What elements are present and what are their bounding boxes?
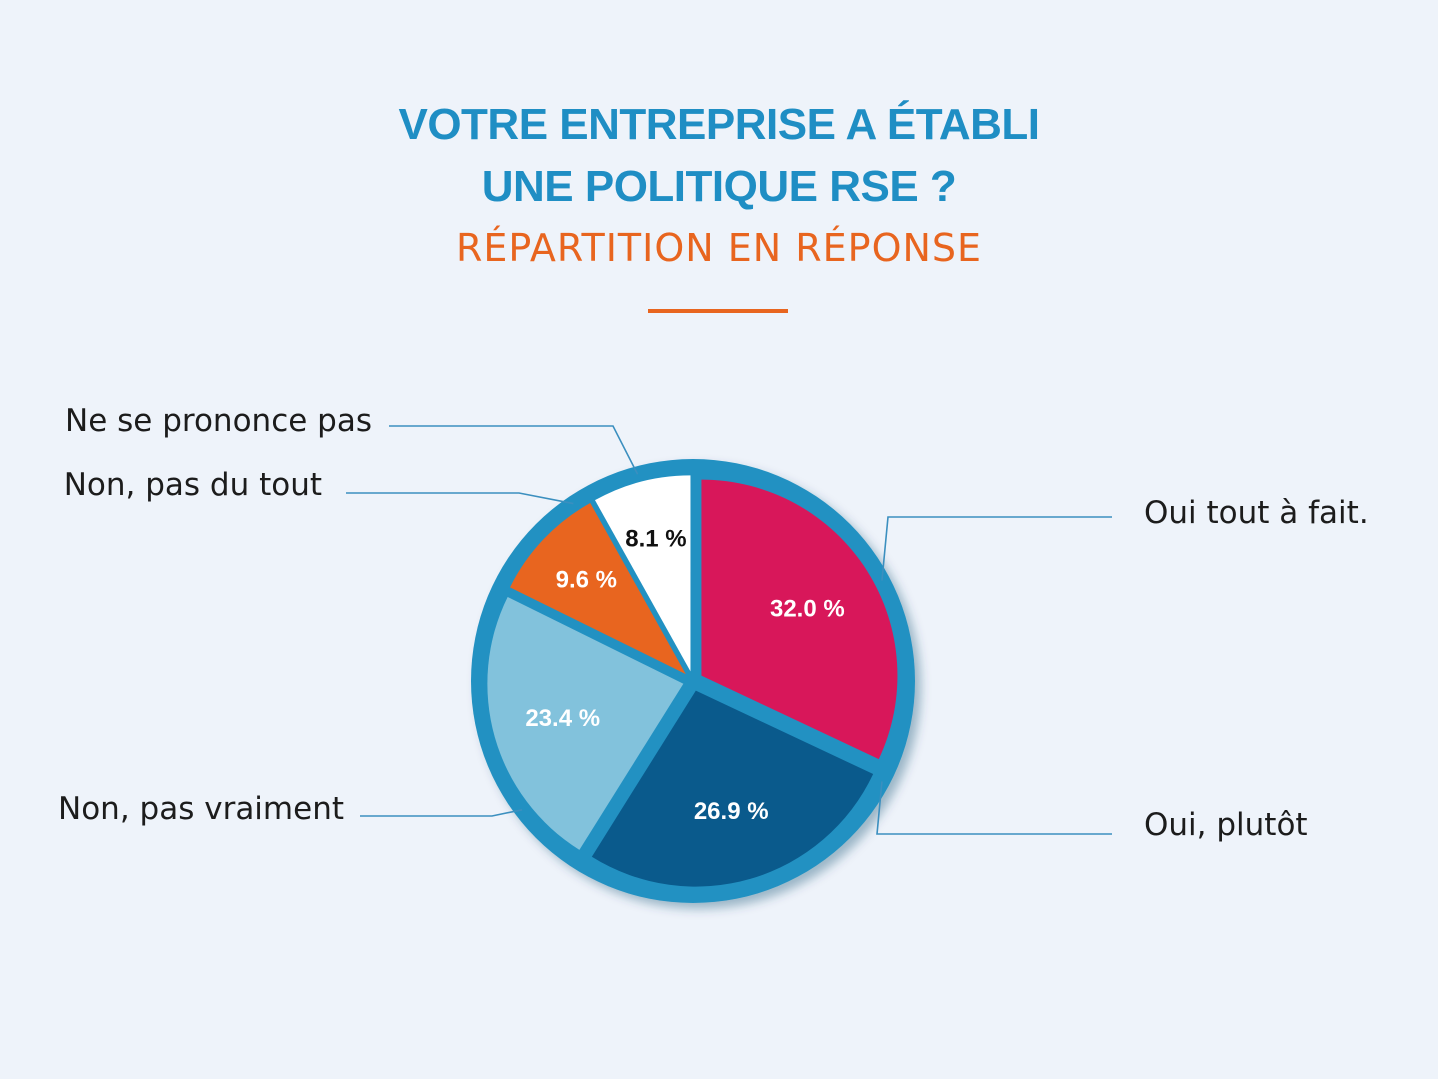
category-label-oui-tout-a-fait: Oui tout à fait. xyxy=(1144,495,1369,531)
value-label-non-pas-vraiment: 23.4 % xyxy=(525,705,600,732)
title-divider xyxy=(648,309,788,313)
chart-title-line-1: VOTRE ENTREPRISE A ÉTABLI xyxy=(398,100,1040,149)
category-label-ne-se-prononce-pas: Ne se prononce pas xyxy=(65,403,372,439)
pie-slice-non-pas-vraiment xyxy=(487,596,684,850)
category-labels: Oui tout à fait. Oui, plutôt Non, pas vrai… xyxy=(58,403,1369,843)
value-label-ne-se-prononce-pas: 8.1 % xyxy=(625,526,686,553)
leader-line-oui-plutot xyxy=(876,781,1112,835)
chart-subtitle: RÉPARTITION EN RÉPONSE xyxy=(455,226,983,270)
pie-slice-non-pas-du-tout xyxy=(510,502,686,675)
leader-line-ne-se-prononce-pas xyxy=(389,425,639,475)
value-label-oui-tout-a-fait: 32.0 % xyxy=(770,595,845,622)
pie-slice-ne-se-prononce-pas xyxy=(594,475,691,672)
chart-title-line-2: UNE POLITIQUE RSE ? xyxy=(481,162,957,211)
pie-slice-oui-plutot xyxy=(591,690,874,887)
category-label-oui-plutot: Oui, plutôt xyxy=(1144,807,1308,843)
leader-line-non-pas-vraiment xyxy=(360,809,523,817)
leader-lines xyxy=(346,425,1112,835)
pie-slices xyxy=(487,475,898,887)
category-label-non-pas-vraiment: Non, pas vraiment xyxy=(58,791,344,827)
value-label-oui-plutot: 26.9 % xyxy=(694,798,769,825)
value-label-non-pas-du-tout: 9.6 % xyxy=(556,567,617,594)
pie-slice-oui-tout-a-fait xyxy=(701,479,898,760)
pie-value-labels: 32.0 % 26.9 % 23.4 % 9.6 % 8.1 % xyxy=(525,526,844,825)
leader-line-non-pas-du-tout xyxy=(346,492,574,505)
leader-line-oui-tout-a-fait xyxy=(881,516,1112,581)
category-label-non-pas-du-tout: Non, pas du tout xyxy=(64,467,322,503)
